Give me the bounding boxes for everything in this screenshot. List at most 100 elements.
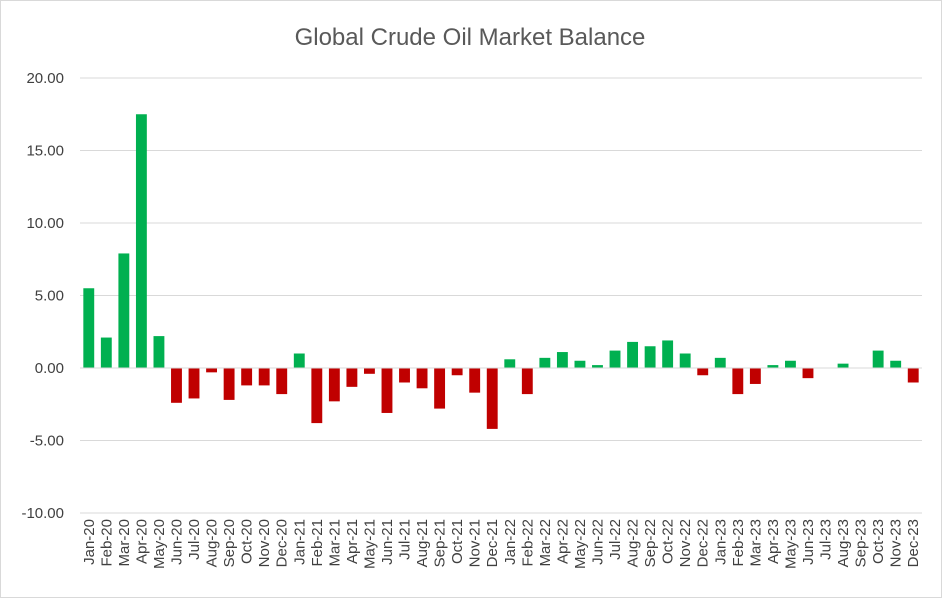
x-tick-label: Jan-21 bbox=[291, 519, 308, 565]
bars bbox=[83, 114, 919, 429]
x-tick-label: May-21 bbox=[361, 519, 378, 569]
bar bbox=[311, 368, 323, 424]
bar bbox=[188, 368, 200, 399]
x-tick-label: Dec-21 bbox=[484, 519, 501, 567]
bar bbox=[153, 336, 165, 368]
x-tick-label: Dec-22 bbox=[695, 519, 712, 567]
bar bbox=[293, 353, 305, 368]
x-tick-label: Oct-20 bbox=[239, 519, 256, 564]
x-tick-label: Feb-23 bbox=[730, 519, 747, 567]
x-tick-label: Jun-21 bbox=[379, 519, 396, 565]
y-tick-label: 0.00 bbox=[35, 360, 64, 377]
x-tick-label: Apr-20 bbox=[133, 519, 150, 564]
x-tick-label: Oct-22 bbox=[660, 519, 677, 564]
x-tick-label: Aug-22 bbox=[625, 519, 642, 567]
x-tick-label: Nov-21 bbox=[467, 519, 484, 567]
x-tick-label: Feb-22 bbox=[519, 519, 536, 567]
bar bbox=[574, 360, 586, 368]
x-tick-label: Sep-20 bbox=[221, 519, 238, 567]
x-tick-label: Mar-22 bbox=[537, 519, 554, 567]
bar bbox=[118, 253, 130, 368]
x-tick-label: Mar-23 bbox=[747, 519, 764, 567]
x-tick-label: Jul-23 bbox=[818, 519, 835, 560]
bar bbox=[732, 368, 744, 395]
bar bbox=[767, 365, 779, 368]
x-tick-label: Jan-20 bbox=[81, 519, 98, 565]
bar bbox=[609, 350, 621, 368]
x-tick-label: Jun-20 bbox=[168, 519, 185, 565]
bar bbox=[802, 368, 814, 379]
bar bbox=[399, 368, 410, 383]
bar bbox=[363, 368, 375, 374]
bar bbox=[469, 368, 481, 393]
bar bbox=[206, 368, 218, 373]
y-tick-label: -5.00 bbox=[30, 433, 64, 450]
bar bbox=[258, 368, 270, 386]
bar bbox=[679, 353, 691, 368]
x-tick-label: May-20 bbox=[151, 519, 168, 569]
bar bbox=[662, 340, 674, 368]
bar bbox=[223, 368, 235, 400]
bar bbox=[276, 368, 288, 395]
bar bbox=[907, 368, 919, 383]
bar bbox=[890, 360, 902, 368]
x-tick-label: Dec-23 bbox=[905, 519, 922, 567]
bar bbox=[697, 368, 709, 376]
x-tick-label: Apr-22 bbox=[554, 519, 571, 564]
y-tick-label: 5.00 bbox=[35, 288, 64, 305]
bar bbox=[556, 352, 568, 368]
bar bbox=[434, 368, 446, 409]
x-tick-label: Nov-23 bbox=[888, 519, 905, 567]
y-tick-label: -10.00 bbox=[21, 505, 64, 522]
bar bbox=[346, 368, 358, 387]
bar bbox=[837, 363, 849, 368]
x-tick-label: Mar-21 bbox=[326, 519, 343, 567]
x-tick-label: Feb-20 bbox=[98, 519, 115, 567]
y-tick-label: 15.00 bbox=[26, 143, 64, 160]
bar bbox=[521, 368, 533, 395]
x-tick-label: Sep-23 bbox=[853, 519, 870, 567]
bar bbox=[784, 360, 796, 368]
x-tick-label: Jul-21 bbox=[397, 519, 414, 560]
bar bbox=[749, 368, 761, 384]
x-tick-label: Sep-22 bbox=[642, 519, 659, 567]
x-tick-label: Jul-22 bbox=[607, 519, 624, 560]
bar bbox=[539, 357, 551, 368]
bar bbox=[872, 350, 884, 368]
x-tick-label: Aug-20 bbox=[204, 519, 221, 567]
x-tick-label: Nov-20 bbox=[256, 519, 273, 567]
x-tick-label: Mar-20 bbox=[116, 519, 133, 567]
x-tick-label: Oct-21 bbox=[449, 519, 466, 564]
bar bbox=[451, 368, 463, 376]
bar bbox=[241, 368, 253, 386]
bar bbox=[171, 368, 182, 403]
x-tick-label: Feb-21 bbox=[309, 519, 326, 567]
bar bbox=[504, 359, 516, 368]
bar bbox=[627, 341, 639, 368]
bar bbox=[100, 337, 112, 368]
x-tick-label: May-23 bbox=[782, 519, 799, 569]
x-tick-label: Jul-20 bbox=[186, 519, 203, 560]
x-tick-label: Nov-22 bbox=[677, 519, 694, 567]
x-tick-label: Jan-23 bbox=[712, 519, 729, 565]
x-tick-label: Dec-20 bbox=[274, 519, 291, 567]
bar bbox=[644, 346, 656, 368]
bar bbox=[83, 288, 95, 368]
x-axis-ticks: Jan-20 Feb-20 Mar-20 Apr-20 May-20 Jun-20 Jul-… bbox=[81, 519, 922, 569]
bar bbox=[592, 365, 603, 368]
bar bbox=[381, 368, 393, 413]
x-tick-label: Jun-23 bbox=[800, 519, 817, 565]
bar bbox=[328, 368, 340, 402]
chart-title: Global Crude Oil Market Balance bbox=[295, 24, 646, 51]
bar bbox=[486, 368, 498, 429]
bar bbox=[714, 357, 726, 368]
x-tick-label: Aug-21 bbox=[414, 519, 431, 567]
y-tick-label: 10.00 bbox=[26, 215, 64, 232]
x-tick-label: Aug-23 bbox=[835, 519, 852, 567]
bar bbox=[416, 368, 428, 389]
x-tick-label: Jun-22 bbox=[589, 519, 606, 565]
y-tick-label: 20.00 bbox=[26, 70, 64, 87]
x-tick-label: Sep-21 bbox=[432, 519, 449, 567]
